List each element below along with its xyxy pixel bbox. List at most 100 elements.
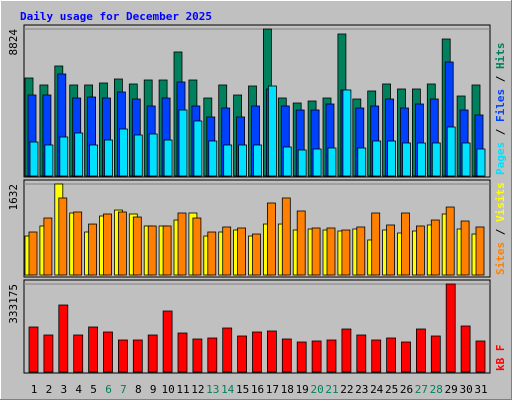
x-tick-label: 6 — [105, 383, 112, 396]
bar — [386, 337, 397, 373]
x-tick-label: 30 — [459, 383, 472, 396]
bar — [431, 142, 441, 177]
legend: kB F — [494, 345, 507, 372]
bar — [430, 219, 440, 276]
bar — [296, 210, 306, 276]
y-tick-label: 8824 — [7, 29, 20, 56]
bar — [253, 144, 262, 177]
bar — [29, 141, 39, 177]
bar — [58, 197, 68, 276]
bar — [267, 85, 277, 177]
bar — [387, 140, 397, 177]
bar — [208, 140, 218, 177]
bar — [357, 147, 367, 177]
bar — [89, 144, 98, 177]
bar — [252, 233, 261, 276]
bar — [177, 212, 187, 276]
bar — [326, 339, 337, 373]
bar — [43, 334, 54, 373]
bar — [356, 334, 367, 373]
bar — [475, 226, 485, 276]
bar — [415, 328, 426, 373]
bar — [148, 133, 158, 177]
bar — [282, 146, 292, 177]
bar — [402, 142, 411, 177]
bar — [371, 339, 382, 373]
bar — [73, 334, 84, 373]
bar — [28, 326, 39, 373]
x-tick-label: 25 — [385, 383, 398, 396]
bar — [461, 142, 471, 177]
x-tick-label: 17 — [266, 383, 279, 396]
x-tick-label: 31 — [474, 383, 487, 396]
bar — [312, 148, 322, 177]
x-tick-label: 24 — [370, 383, 384, 396]
x-tick-label: 1 — [31, 383, 38, 396]
bar — [281, 197, 291, 276]
x-tick-label: 14 — [221, 383, 235, 396]
bar — [296, 341, 307, 373]
x-tick-label: 26 — [400, 383, 413, 396]
bar — [342, 89, 352, 177]
bar — [88, 223, 97, 276]
bar — [237, 227, 247, 276]
bar — [103, 331, 113, 373]
bar — [178, 109, 188, 177]
bar — [28, 231, 38, 276]
bar — [163, 139, 173, 177]
bar — [88, 326, 98, 373]
bar — [238, 144, 248, 177]
bar — [119, 128, 128, 177]
x-tick-label: 21 — [325, 383, 338, 396]
bar — [222, 327, 233, 373]
bar — [356, 226, 366, 276]
x-tick-label: 5 — [90, 383, 97, 396]
bar — [326, 227, 336, 276]
x-tick-label: 28 — [430, 383, 443, 396]
bar — [132, 216, 142, 276]
bar — [415, 225, 425, 276]
y-tick-label: 1632 — [7, 184, 20, 211]
bar — [266, 202, 276, 276]
bar — [445, 206, 455, 276]
bar — [416, 142, 426, 177]
bar — [476, 148, 486, 177]
legend-entry: Hits — [494, 43, 507, 70]
legend-entry: Visits — [494, 182, 507, 222]
bar — [460, 220, 470, 276]
x-tick-label: 11 — [176, 383, 189, 396]
bar — [371, 212, 381, 276]
bar — [445, 283, 456, 373]
x-tick-label: 10 — [161, 383, 174, 396]
bar — [58, 304, 69, 373]
bar — [132, 339, 143, 373]
legend-entry: Pages — [494, 142, 507, 175]
x-tick-label: 18 — [281, 383, 294, 396]
bar — [192, 217, 202, 276]
bar — [341, 328, 352, 373]
bar — [401, 212, 410, 276]
bar — [341, 229, 351, 276]
bar — [372, 140, 382, 177]
bar — [133, 134, 143, 177]
bar — [401, 341, 411, 373]
x-tick-label: 7 — [120, 383, 127, 396]
bar — [266, 330, 277, 373]
bar — [118, 339, 128, 373]
bar — [74, 132, 84, 177]
bar — [281, 338, 292, 373]
bar — [162, 310, 173, 373]
bar — [207, 231, 217, 276]
x-tick-label: 12 — [191, 383, 204, 396]
bar — [446, 126, 456, 177]
bar — [475, 340, 486, 373]
x-tick-label: 8 — [135, 383, 142, 396]
legend: Pages / Files / Hits — [494, 43, 507, 176]
bar — [59, 136, 69, 177]
x-tick-label: 9 — [150, 383, 157, 396]
x-tick-label: 3 — [60, 383, 67, 396]
bar — [103, 213, 112, 276]
y-tick-label: 333175 — [7, 284, 20, 324]
bar — [118, 211, 127, 276]
